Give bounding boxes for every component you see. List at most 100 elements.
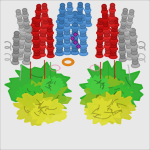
Polygon shape bbox=[21, 33, 26, 37]
Polygon shape bbox=[131, 47, 137, 52]
Polygon shape bbox=[111, 50, 116, 53]
Polygon shape bbox=[60, 21, 64, 24]
Polygon shape bbox=[16, 10, 20, 13]
Polygon shape bbox=[22, 13, 28, 17]
Polygon shape bbox=[18, 18, 22, 22]
Polygon shape bbox=[13, 56, 18, 59]
Polygon shape bbox=[80, 15, 85, 18]
Polygon shape bbox=[79, 20, 87, 24]
Polygon shape bbox=[26, 35, 32, 39]
Polygon shape bbox=[128, 14, 134, 17]
Polygon shape bbox=[64, 11, 69, 15]
Polygon shape bbox=[47, 29, 52, 32]
Polygon shape bbox=[35, 18, 41, 22]
Polygon shape bbox=[130, 28, 135, 33]
Polygon shape bbox=[72, 23, 78, 27]
Polygon shape bbox=[42, 16, 48, 19]
Polygon shape bbox=[56, 44, 64, 48]
Polygon shape bbox=[104, 23, 108, 27]
Polygon shape bbox=[122, 18, 126, 22]
Polygon shape bbox=[127, 25, 131, 28]
Polygon shape bbox=[59, 16, 65, 19]
Polygon shape bbox=[37, 52, 45, 57]
Polygon shape bbox=[71, 34, 79, 38]
Polygon shape bbox=[13, 37, 20, 40]
Polygon shape bbox=[80, 39, 86, 42]
Polygon shape bbox=[103, 26, 109, 30]
Polygon shape bbox=[102, 18, 108, 22]
Polygon shape bbox=[68, 3, 72, 6]
Polygon shape bbox=[48, 51, 53, 55]
Polygon shape bbox=[79, 44, 87, 48]
Polygon shape bbox=[97, 41, 102, 45]
Polygon shape bbox=[58, 22, 63, 26]
Polygon shape bbox=[67, 7, 73, 10]
Polygon shape bbox=[130, 38, 136, 42]
Polygon shape bbox=[80, 30, 86, 34]
Polygon shape bbox=[72, 20, 78, 24]
Polygon shape bbox=[24, 18, 28, 22]
Polygon shape bbox=[103, 15, 107, 19]
Polygon shape bbox=[43, 21, 48, 24]
Polygon shape bbox=[29, 99, 67, 123]
Polygon shape bbox=[47, 46, 54, 50]
Polygon shape bbox=[103, 16, 108, 20]
Polygon shape bbox=[19, 39, 26, 43]
Polygon shape bbox=[13, 93, 53, 125]
Polygon shape bbox=[130, 10, 134, 13]
Polygon shape bbox=[131, 41, 136, 45]
Polygon shape bbox=[106, 50, 111, 54]
Polygon shape bbox=[124, 33, 129, 37]
Polygon shape bbox=[64, 23, 70, 27]
Polygon shape bbox=[56, 36, 64, 39]
Polygon shape bbox=[60, 13, 64, 17]
Polygon shape bbox=[14, 47, 18, 51]
Polygon shape bbox=[98, 29, 103, 32]
Polygon shape bbox=[120, 52, 125, 56]
Polygon shape bbox=[103, 27, 111, 31]
Polygon shape bbox=[104, 44, 112, 48]
Polygon shape bbox=[127, 56, 134, 60]
Polygon shape bbox=[126, 47, 132, 51]
Polygon shape bbox=[102, 10, 108, 14]
Polygon shape bbox=[120, 55, 125, 59]
Polygon shape bbox=[110, 31, 118, 34]
Polygon shape bbox=[63, 34, 71, 38]
Polygon shape bbox=[72, 28, 78, 32]
Polygon shape bbox=[32, 20, 38, 24]
Polygon shape bbox=[40, 39, 45, 43]
Polygon shape bbox=[48, 41, 53, 45]
Polygon shape bbox=[25, 44, 31, 49]
Polygon shape bbox=[31, 23, 39, 27]
Polygon shape bbox=[79, 36, 87, 40]
Polygon shape bbox=[103, 36, 111, 40]
Polygon shape bbox=[21, 27, 26, 31]
Polygon shape bbox=[33, 55, 41, 58]
Polygon shape bbox=[97, 49, 102, 52]
Polygon shape bbox=[32, 18, 38, 21]
Polygon shape bbox=[130, 32, 136, 36]
Polygon shape bbox=[58, 23, 64, 26]
Polygon shape bbox=[33, 41, 39, 45]
Polygon shape bbox=[68, 9, 72, 12]
Polygon shape bbox=[71, 42, 79, 46]
Polygon shape bbox=[104, 33, 110, 37]
Polygon shape bbox=[110, 47, 117, 51]
Polygon shape bbox=[24, 57, 30, 61]
Polygon shape bbox=[110, 3, 115, 7]
Polygon shape bbox=[77, 20, 83, 23]
Polygon shape bbox=[16, 12, 21, 15]
Polygon shape bbox=[72, 31, 78, 35]
Polygon shape bbox=[111, 44, 116, 48]
Polygon shape bbox=[20, 30, 27, 34]
Polygon shape bbox=[105, 52, 113, 57]
Polygon shape bbox=[98, 18, 103, 22]
Polygon shape bbox=[39, 36, 47, 40]
Polygon shape bbox=[56, 28, 64, 32]
Polygon shape bbox=[98, 26, 103, 30]
Polygon shape bbox=[112, 18, 118, 21]
Polygon shape bbox=[35, 20, 40, 24]
Polygon shape bbox=[112, 20, 118, 24]
Polygon shape bbox=[72, 14, 78, 18]
Polygon shape bbox=[106, 83, 133, 107]
